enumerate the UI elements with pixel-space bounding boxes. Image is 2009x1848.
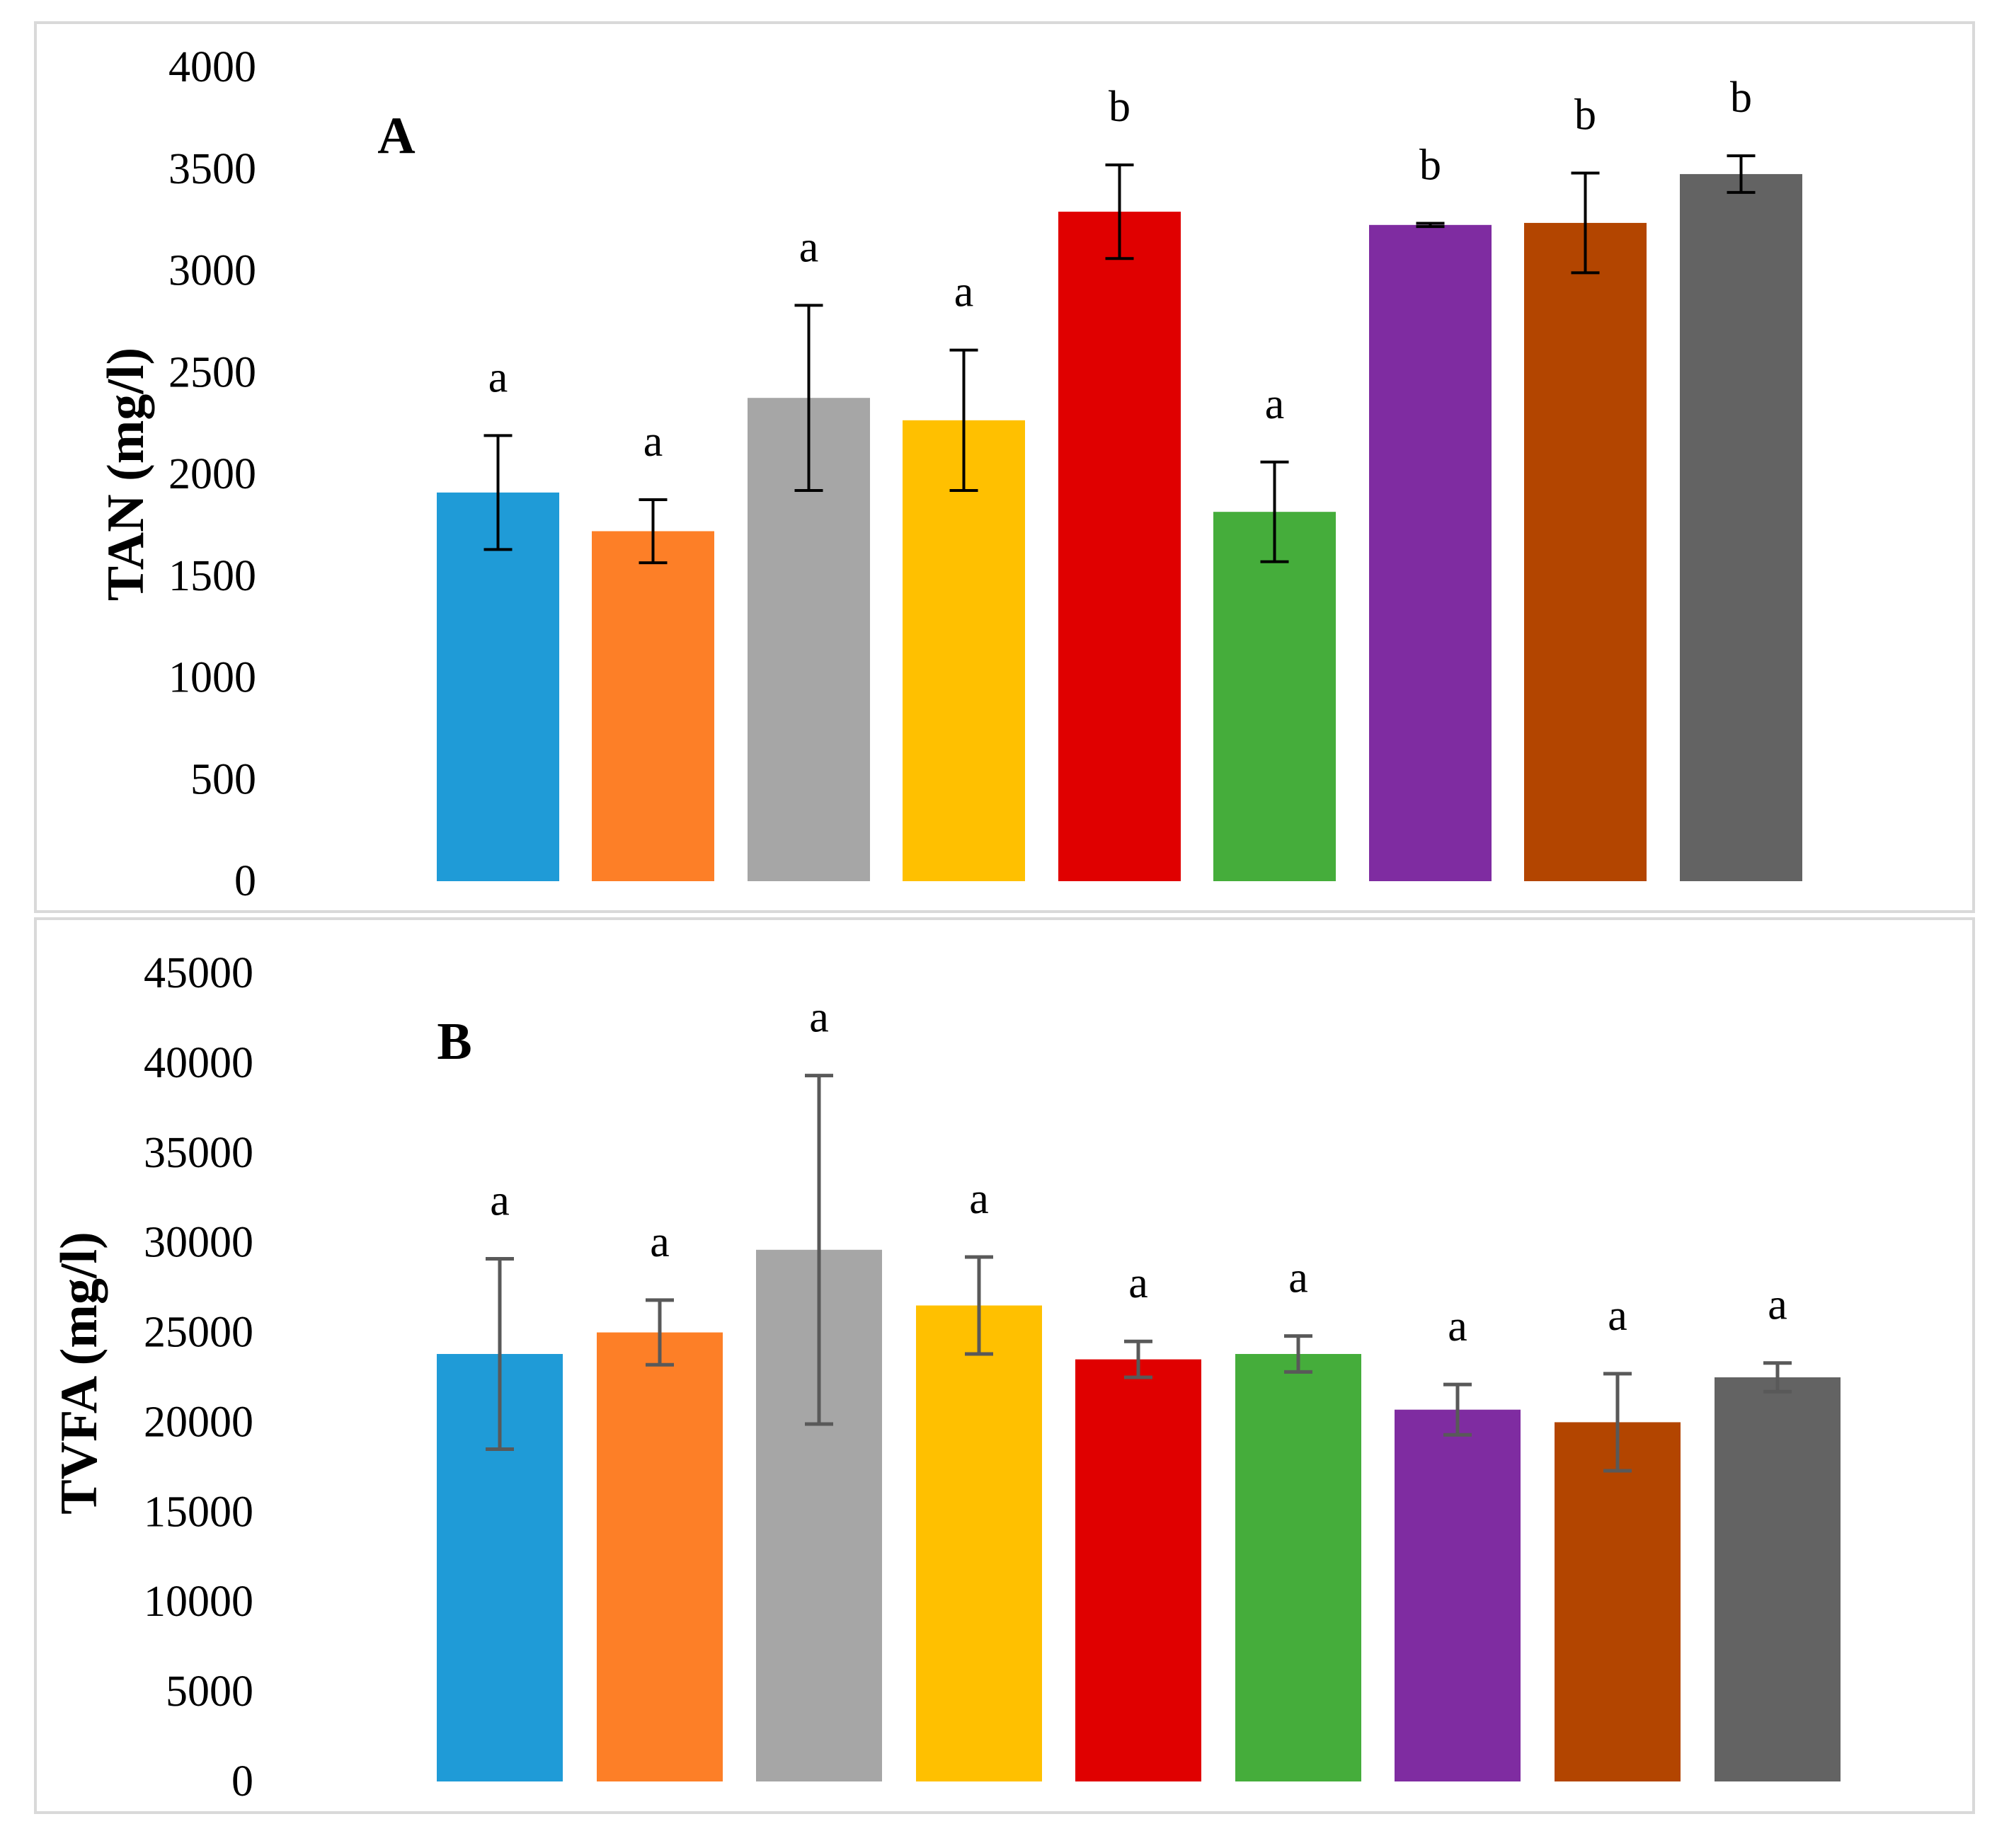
y-tick-label: 5000 xyxy=(166,1668,253,1716)
significance-label: a xyxy=(650,1218,670,1266)
y-tick-label: 3500 xyxy=(168,145,256,193)
significance-label: a xyxy=(1768,1281,1787,1329)
y-tick-label: 0 xyxy=(234,857,256,905)
significance-label: a xyxy=(1448,1302,1467,1350)
bar xyxy=(592,531,714,881)
y-tick-label: 40000 xyxy=(144,1039,253,1087)
significance-label: b xyxy=(1109,83,1131,131)
bar xyxy=(1058,212,1181,881)
y-tick-label: 3000 xyxy=(168,247,256,295)
panel-letter: B xyxy=(437,1013,471,1071)
bar xyxy=(1680,173,1802,881)
bar xyxy=(1524,222,1647,881)
significance-label: a xyxy=(488,353,508,401)
significance-label: a xyxy=(969,1175,989,1223)
y-tick-label: 0 xyxy=(231,1757,253,1806)
bar xyxy=(916,1305,1042,1781)
y-tick-label: 4000 xyxy=(168,43,256,91)
significance-label: a xyxy=(1128,1259,1148,1307)
bar xyxy=(1715,1377,1841,1781)
significance-label: b xyxy=(1730,74,1752,122)
bar xyxy=(1235,1354,1361,1781)
significance-label: a xyxy=(490,1177,510,1225)
y-tick-label: 1000 xyxy=(168,654,256,702)
bar xyxy=(1395,1409,1521,1781)
y-tick-label: 10000 xyxy=(144,1578,253,1626)
significance-label: b xyxy=(1419,142,1441,190)
y-tick-label: 20000 xyxy=(144,1398,253,1446)
y-tick-label: 2000 xyxy=(168,450,256,498)
y-tick-label: 35000 xyxy=(144,1129,253,1177)
bar xyxy=(597,1332,723,1781)
bar xyxy=(903,420,1025,881)
y-tick-label: 15000 xyxy=(144,1488,253,1536)
y-axis-title: TAN (mg/l) xyxy=(97,348,155,601)
y-tick-label: 1500 xyxy=(168,552,256,600)
y-tick-label: 500 xyxy=(190,755,256,803)
bar xyxy=(1555,1422,1681,1781)
y-tick-label: 30000 xyxy=(144,1219,253,1267)
bar xyxy=(437,492,559,881)
significance-label: a xyxy=(954,268,974,316)
significance-label: a xyxy=(1608,1292,1627,1340)
significance-label: a xyxy=(1265,380,1285,428)
y-tick-label: 45000 xyxy=(144,949,253,997)
significance-label: a xyxy=(809,994,829,1042)
significance-label: a xyxy=(1288,1254,1308,1302)
bar xyxy=(1075,1359,1201,1781)
y-tick-label: 2500 xyxy=(168,348,256,396)
significance-label: b xyxy=(1574,91,1596,139)
y-tick-label: 25000 xyxy=(144,1309,253,1357)
significance-label: a xyxy=(799,223,819,271)
panel-letter: A xyxy=(377,107,415,165)
bar xyxy=(1213,512,1336,881)
y-axis-title: TVFA (mg/l) xyxy=(50,1232,108,1514)
significance-label: a xyxy=(643,418,663,466)
bar xyxy=(1369,224,1492,881)
